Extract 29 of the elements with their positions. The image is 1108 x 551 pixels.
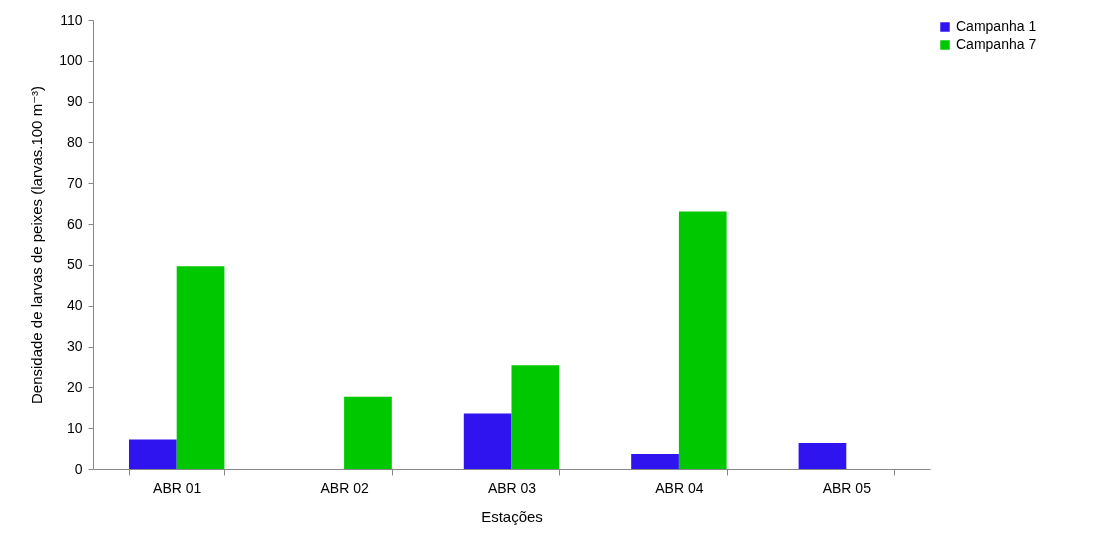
- bar: [463, 413, 512, 469]
- bar: [344, 396, 392, 469]
- x-tick-label: ABR 03: [487, 479, 537, 496]
- y-tick-label: 50: [66, 256, 83, 273]
- bar: [511, 365, 560, 469]
- x-axis-title: Estações: [481, 507, 543, 525]
- y-tick-label: 20: [66, 378, 83, 395]
- y-tick-label: 30: [66, 338, 83, 355]
- y-tick-label: 40: [66, 297, 83, 314]
- x-tick-label: ABR 02: [320, 479, 369, 496]
- bar: [176, 266, 225, 469]
- y-tick-label: 10: [66, 419, 83, 436]
- x-tick-label: ABR 05: [822, 479, 872, 496]
- y-tick-label: 90: [66, 93, 83, 110]
- legend-label: Campanha 7: [956, 36, 1037, 52]
- legend-label: Campanha 1: [956, 18, 1037, 34]
- y-tick-label: 100: [59, 52, 83, 69]
- x-tick-label: ABR 01: [153, 479, 202, 496]
- y-tick-label: 0: [74, 460, 83, 477]
- y-tick-label: 70: [66, 174, 83, 191]
- y-axis-title: Densidade de larvas de peixes (larvas.100 m⁻³): [28, 85, 46, 405]
- y-tick-label: 80: [66, 133, 83, 150]
- y-tick-label: 60: [66, 215, 83, 232]
- bar: [798, 442, 847, 469]
- bar: [128, 439, 177, 469]
- bar: [631, 453, 679, 469]
- y-tick-label: 110: [60, 11, 83, 28]
- x-tick-label: ABR 04: [655, 479, 704, 496]
- bar: [678, 211, 727, 469]
